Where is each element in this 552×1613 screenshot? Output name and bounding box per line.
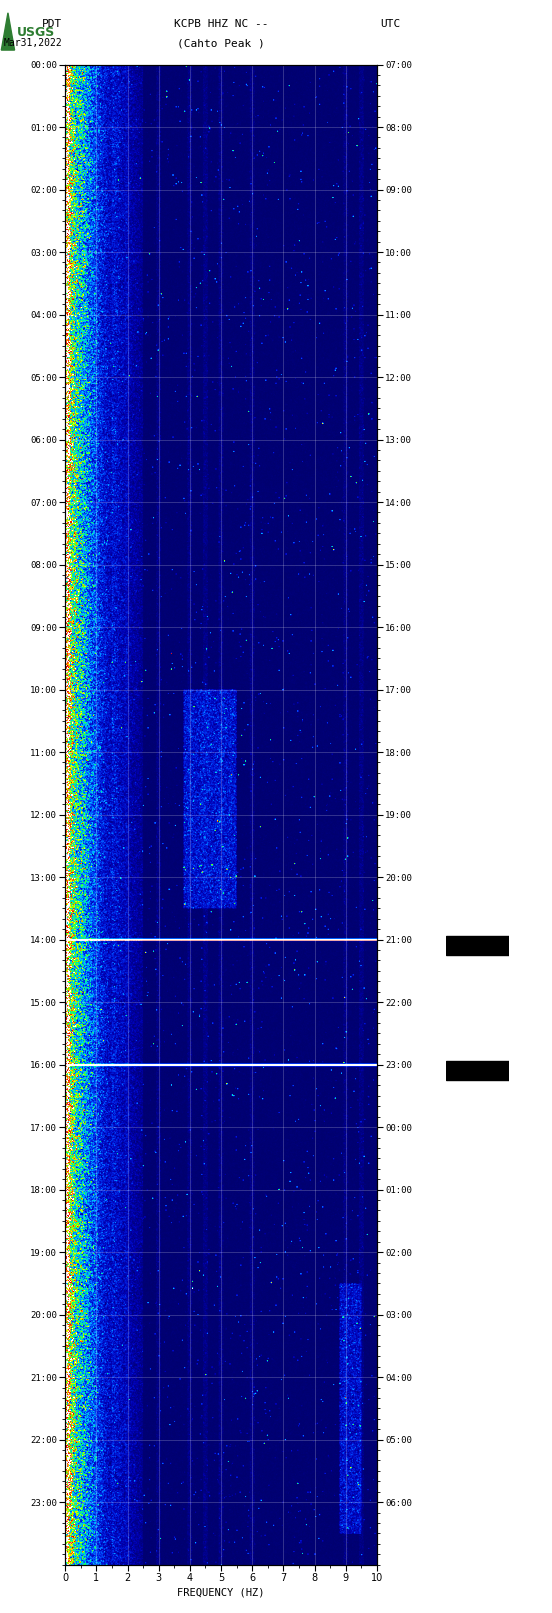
Bar: [446, 937, 509, 955]
X-axis label: FREQUENCY (HZ): FREQUENCY (HZ): [177, 1587, 265, 1597]
Text: USGS: USGS: [17, 26, 55, 39]
Text: KCPB HHZ NC --: KCPB HHZ NC --: [174, 19, 268, 29]
Text: UTC: UTC: [380, 19, 400, 29]
Text: Mar31,2022: Mar31,2022: [4, 39, 62, 48]
Text: PDT: PDT: [42, 19, 62, 29]
Text: (Cahto Peak ): (Cahto Peak ): [177, 39, 265, 48]
Bar: [446, 1061, 509, 1081]
Polygon shape: [1, 13, 14, 50]
